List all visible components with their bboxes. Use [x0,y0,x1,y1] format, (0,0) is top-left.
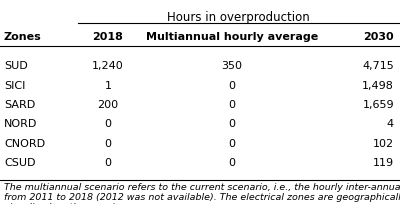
Text: The multiannual scenario refers to the current scenario, i.e., the hourly inter-: The multiannual scenario refers to the c… [4,183,400,204]
Text: Hours in overproduction: Hours in overproduction [167,11,309,24]
Text: SARD: SARD [4,100,35,110]
Text: 0: 0 [228,119,236,129]
Text: 4: 4 [387,119,394,129]
Text: 350: 350 [222,61,242,71]
Text: NORD: NORD [4,119,37,129]
Text: 0: 0 [228,158,236,168]
Text: 1: 1 [104,81,112,91]
Text: 2018: 2018 [92,32,124,42]
Text: SUD: SUD [4,61,28,71]
Text: 1,659: 1,659 [362,100,394,110]
Text: 119: 119 [373,158,394,168]
Text: SICI: SICI [4,81,25,91]
Text: 0: 0 [228,81,236,91]
Text: Zones: Zones [4,32,42,42]
Text: 4,715: 4,715 [362,61,394,71]
Text: Multiannual hourly average: Multiannual hourly average [146,32,318,42]
Text: 1,498: 1,498 [362,81,394,91]
Text: CSUD: CSUD [4,158,36,168]
Text: 2030: 2030 [363,32,394,42]
Text: 102: 102 [373,139,394,149]
Text: CNORD: CNORD [4,139,45,149]
Text: 0: 0 [228,139,236,149]
Text: 0: 0 [104,158,112,168]
Text: 0: 0 [104,119,112,129]
Text: 0: 0 [228,100,236,110]
Text: 0: 0 [104,139,112,149]
Text: 1,240: 1,240 [92,61,124,71]
Text: 200: 200 [98,100,118,110]
